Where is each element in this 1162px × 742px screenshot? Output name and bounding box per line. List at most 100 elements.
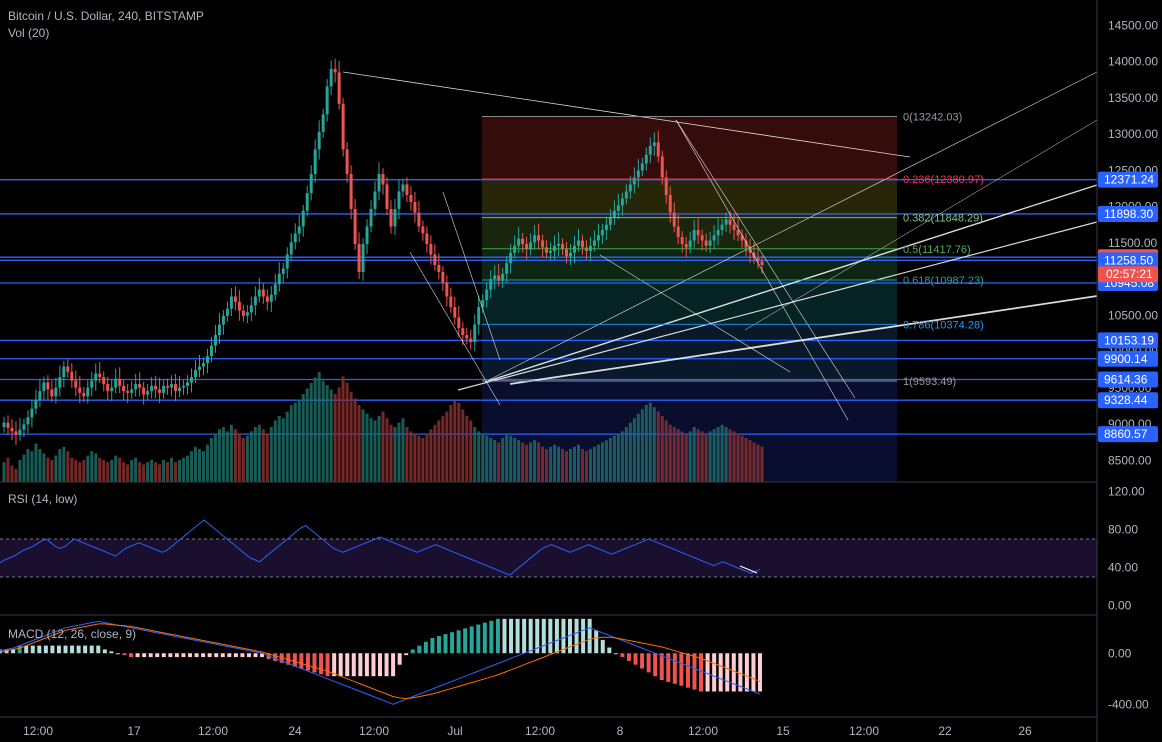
fib-level-label: 0(13242.03): [903, 112, 962, 124]
macd-histogram-bar: [404, 653, 409, 656]
candle-body: [712, 235, 716, 241]
price-tags: 12371.2411898.3011301.3611258.5010945.08…: [1098, 171, 1158, 443]
chart-title[interactable]: Bitcoin / U.S. Dollar, 240, BITSTAMP: [8, 9, 204, 23]
candle-body: [612, 210, 616, 218]
candle-body: [313, 149, 317, 174]
macd-histogram-bar: [476, 624, 481, 654]
candle-body: [18, 429, 22, 435]
volume-bar: [34, 443, 38, 482]
volume-bar: [716, 427, 720, 482]
time-axis-tick: 26: [1018, 724, 1032, 738]
volume-bar: [174, 462, 178, 482]
macd-histogram-bar: [699, 653, 704, 692]
candle-body: [636, 170, 640, 178]
macd-histogram-bar: [4, 649, 9, 654]
candle-body: [465, 335, 469, 339]
candle-body: [269, 294, 273, 302]
candle-body: [429, 243, 433, 255]
candle-body: [94, 373, 98, 381]
candle-body: [672, 212, 676, 227]
macd-histogram-bar: [666, 653, 671, 682]
macd-histogram-bar: [43, 645, 48, 654]
volume-bar: [425, 433, 429, 482]
trendline: [484, 71, 1098, 383]
rsi-indicator-label[interactable]: RSI (14, low): [8, 492, 78, 506]
candle-body: [373, 191, 377, 209]
volume-bar: [178, 460, 182, 482]
macd-histogram-bar: [417, 645, 422, 654]
volume-bar: [624, 427, 628, 482]
candle-body: [110, 387, 114, 392]
candle-body: [82, 392, 86, 397]
candle-body: [321, 114, 325, 132]
volume-bar: [521, 442, 525, 482]
macd-histogram-bar: [220, 653, 225, 658]
candle-body: [150, 385, 154, 392]
macd-indicator-label[interactable]: MACD (12, 26, close, 9): [8, 627, 137, 641]
macd-histogram-bar: [345, 653, 350, 677]
candle-body: [656, 142, 660, 157]
candle-body: [401, 184, 405, 192]
candle-body: [664, 177, 668, 195]
macd-histogram-bar: [574, 618, 579, 654]
volume-bar: [138, 462, 142, 482]
candle-body: [437, 265, 441, 273]
volume-bar: [6, 457, 10, 482]
candle-body: [445, 282, 449, 297]
horizontal-levels: [0, 179, 1097, 435]
volume-bar: [648, 402, 652, 482]
volume-bar: [557, 446, 561, 482]
candle-body: [525, 243, 529, 250]
price-tag-label: 10153.19: [1104, 333, 1154, 347]
candle-body: [142, 387, 146, 395]
candle-body: [501, 273, 505, 281]
candle-body: [317, 131, 321, 150]
volume-bar: [413, 433, 417, 482]
macd-histogram-bar: [712, 653, 717, 692]
volume-bar: [517, 440, 521, 482]
volume-bar: [541, 446, 545, 482]
macd-histogram-bar: [227, 653, 232, 658]
candle-body: [38, 391, 42, 400]
candle-body: [78, 387, 82, 393]
candle-body: [493, 275, 497, 280]
volume-bar: [409, 431, 413, 482]
volume-bar: [513, 438, 517, 482]
candle-body: [325, 86, 329, 115]
volume-bar: [640, 409, 644, 482]
rsi-axis-tick: 40.00: [1108, 561, 1138, 575]
candle-body: [281, 268, 285, 274]
candle-body: [193, 370, 197, 378]
macd-histogram-bar: [364, 653, 369, 677]
candle-body: [34, 399, 38, 409]
volume-bar: [126, 464, 130, 482]
volume-bar: [381, 411, 385, 482]
candle-body: [668, 194, 672, 213]
volume-bar: [225, 431, 229, 482]
volume-bar: [620, 431, 624, 482]
trendline: [509, 295, 1098, 385]
candle-body: [309, 173, 313, 194]
macd-histogram-bar: [594, 630, 599, 654]
volume-indicator-label[interactable]: Vol (20): [8, 26, 50, 40]
time-axis-tick: 12:00: [198, 724, 228, 738]
candle-body: [46, 382, 50, 390]
time-axis-tick: 8: [617, 724, 624, 738]
macd-histogram-bar: [646, 653, 651, 673]
macd-histogram-bar: [24, 645, 29, 654]
volume-bar: [333, 394, 337, 482]
macd-histogram-bar: [692, 653, 697, 690]
candle-body: [433, 254, 437, 266]
time-axis[interactable]: 12:00 17 12:00 24 12:00 Jul 12:00 8 12:00 15 12:00…: [23, 724, 1032, 738]
volume-bar: [237, 433, 241, 482]
trendline: [342, 71, 911, 158]
volume-bar: [253, 427, 257, 482]
volume-bar: [269, 427, 273, 482]
macd-histogram-bar: [181, 653, 186, 658]
volume-bar: [596, 444, 600, 482]
volume-bar: [377, 416, 381, 482]
candle-body: [22, 424, 26, 430]
volume-bar: [576, 444, 580, 482]
volume-bar: [353, 398, 357, 482]
